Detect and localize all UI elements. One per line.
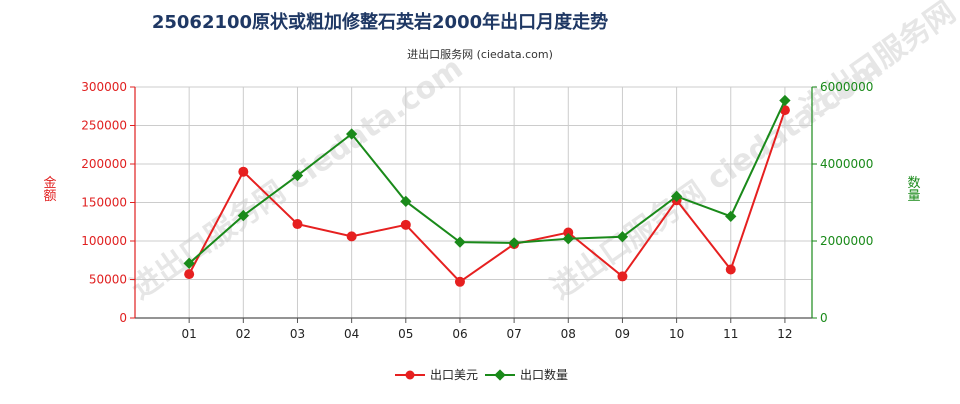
x-tick-label: 07 (506, 327, 521, 341)
legend-label: 出口美元 (430, 368, 478, 382)
y-left-tick-label: 50000 (89, 273, 127, 287)
data-point-circle (563, 227, 574, 238)
data-point-diamond (183, 257, 195, 269)
y-left-tick-label: 100000 (81, 234, 127, 248)
y-left-tick-label: 250000 (81, 119, 127, 133)
data-point-diamond (616, 231, 629, 243)
legend-swatch-marker (494, 369, 506, 381)
x-tick-label: 03 (290, 327, 305, 341)
data-point-circle (292, 219, 303, 230)
data-point-circle (184, 269, 195, 280)
x-tick-label: 09 (615, 327, 630, 341)
series-line (188, 109, 786, 284)
y-right-axis-title: 数量 (905, 176, 921, 202)
x-tick-label: 12 (777, 327, 792, 341)
data-point-circle (617, 271, 628, 282)
x-tick-label: 02 (236, 327, 251, 341)
x-tick-label: 06 (452, 327, 467, 341)
data-point-circle (238, 166, 249, 177)
y-left-tick-label: 0 (119, 311, 127, 325)
legend-label: 出口数量 (520, 367, 568, 382)
data-point-circle (400, 219, 411, 230)
legend-swatch-marker (405, 370, 415, 380)
series-line (188, 100, 786, 265)
grid-layer (134, 86, 813, 319)
x-tick-label: 08 (561, 327, 576, 341)
y-left-tick-label: 300000 (81, 80, 127, 94)
y-left-axis-title: 金额 (41, 175, 57, 203)
axes-layer: 0500001000001500002000002500003000000200… (41, 80, 921, 341)
data-point-diamond (725, 210, 737, 223)
data-point-diamond (400, 195, 412, 208)
y-right-tick-label: 2000000 (820, 234, 873, 248)
x-tick-label: 01 (182, 327, 197, 341)
data-point-diamond (237, 209, 249, 222)
x-tick-label: 05 (398, 327, 413, 341)
data-point-circle (454, 276, 465, 287)
chart-subtitle: 进出口服务网 (ciedata.com) (407, 47, 553, 61)
y-right-tick-label: 6000000 (820, 80, 873, 94)
data-point-diamond (508, 237, 520, 249)
y-left-tick-label: 150000 (81, 196, 127, 210)
data-point-circle (346, 231, 357, 242)
y-left-tick-label: 200000 (81, 157, 127, 171)
data-point-diamond (562, 233, 574, 245)
x-tick-label: 11 (723, 327, 738, 341)
y-right-tick-label: 4000000 (820, 157, 873, 171)
data-point-diamond (345, 128, 358, 140)
x-tick-label: 04 (344, 327, 359, 341)
data-point-diamond (454, 236, 466, 248)
legend: 出口美元 出口数量 (395, 367, 568, 382)
data-point-circle (725, 264, 736, 275)
data-point-diamond (779, 94, 791, 107)
data-point-diamond (670, 190, 683, 202)
y-right-tick-label: 0 (820, 311, 828, 325)
x-tick-label: 10 (669, 327, 684, 341)
watermark-text: 进出口服务网 ciedata.com (795, 0, 960, 127)
chart-title: 25062100原状或粗加修整石英岩2000年出口月度走势 (152, 11, 608, 33)
data-point-diamond (291, 169, 304, 182)
